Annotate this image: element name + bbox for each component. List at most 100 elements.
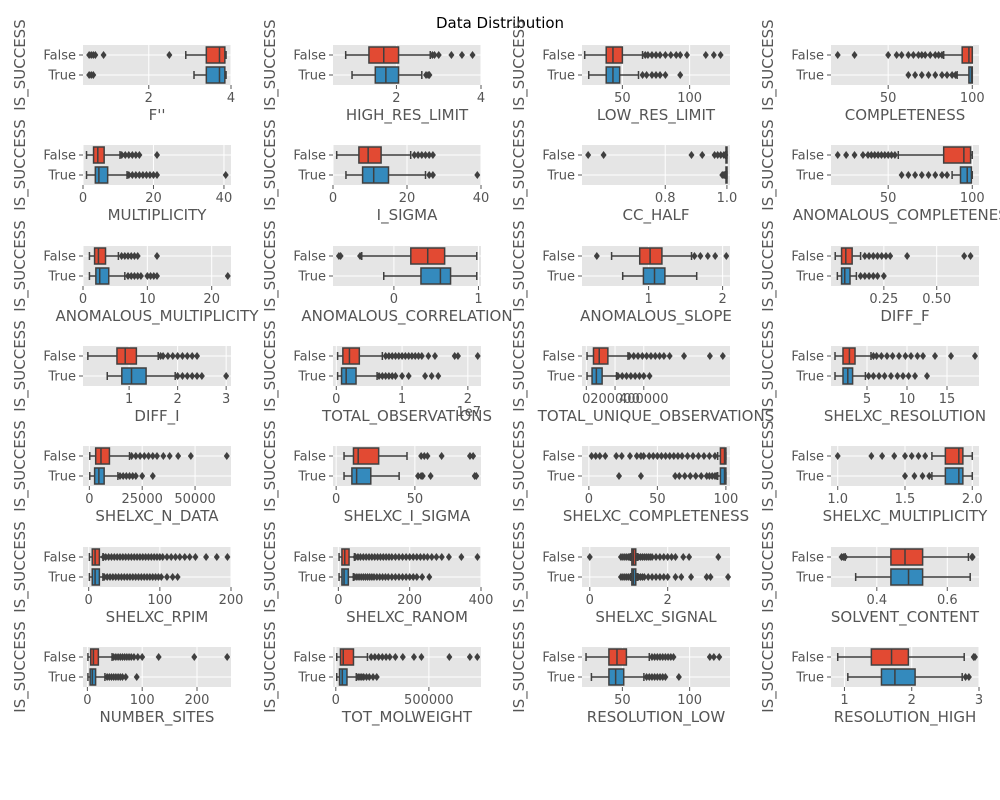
outlier-point [874, 272, 881, 280]
iqr-box [420, 267, 452, 285]
outlier-point [388, 553, 395, 561]
outlier-point [939, 171, 945, 179]
outlier-point [721, 171, 728, 179]
outlier-point [174, 372, 181, 380]
x-tick-label: 40 [473, 191, 490, 206]
outlier-point [925, 71, 932, 79]
x-axis-label: TOTAL_OBSERVATIONS [321, 407, 492, 426]
outlier-point [132, 452, 139, 460]
outlier-point [882, 252, 889, 260]
box-false [834, 447, 974, 465]
outlier-point [952, 71, 959, 79]
outlier-point [664, 553, 671, 561]
outlier-point [681, 472, 688, 480]
outlier-point [949, 71, 956, 79]
outlier-point [674, 452, 681, 460]
outlier-point [692, 472, 699, 480]
outlier-point [866, 272, 873, 280]
outlier-point [702, 51, 709, 59]
box-true [590, 668, 682, 686]
outlier-point [166, 452, 173, 460]
outlier-point [419, 472, 426, 480]
outlier-point [857, 272, 864, 280]
outlier-point [375, 653, 382, 661]
y-axis-label: IS_SUCCESS [510, 621, 529, 712]
x-tick-label: 200000 [590, 392, 640, 407]
outlier-point [147, 272, 154, 280]
x-tick-label: 2 [464, 392, 472, 407]
box-true [847, 668, 972, 686]
iqr-box [116, 347, 138, 365]
outlier-point [174, 573, 181, 581]
box-true [905, 66, 974, 84]
iqr-box [89, 648, 100, 666]
outlier-point [707, 573, 714, 581]
y-axis-label: IS_SUCCESS [261, 420, 280, 511]
outlier-point [144, 272, 151, 280]
outlier-point [415, 352, 422, 360]
box-true [88, 267, 231, 285]
outlier-point [186, 553, 193, 561]
outlier-point [379, 372, 386, 380]
outlier-point [625, 573, 632, 581]
x-tick-label: 4 [477, 91, 485, 106]
x-tick-label: 100 [713, 492, 738, 507]
outlier-point [602, 452, 609, 460]
outlier-point [382, 352, 389, 360]
outlier-point [900, 372, 906, 380]
outlier-point [427, 472, 434, 480]
outlier-point [222, 171, 229, 179]
outlier-point [715, 553, 722, 561]
iqr-box [880, 668, 916, 686]
outlier-point [639, 352, 646, 360]
outlier-point [706, 452, 713, 460]
x-tick-label: 100 [130, 693, 155, 708]
outlier-point [843, 151, 850, 159]
outlier-point [184, 372, 191, 380]
outlier-point [143, 171, 150, 179]
iqr-box [338, 668, 348, 686]
outlier-point [418, 653, 425, 661]
outlier-point [666, 452, 673, 460]
y-axis-label: IS_SUCCESS [261, 119, 280, 210]
outlier-point [875, 151, 882, 159]
outlier-point [596, 452, 603, 460]
outlier-point [168, 553, 175, 561]
x-axis-label: NUMBER_SITES [100, 708, 215, 727]
outlier-point [426, 171, 433, 179]
outlier-point [399, 573, 406, 581]
outlier-point [667, 51, 674, 59]
x-tick-label: 100 [960, 191, 985, 206]
outlier-point [445, 553, 452, 561]
outlier-point [417, 553, 424, 561]
outlier-point [944, 71, 951, 79]
outlier-point [125, 252, 132, 260]
y-tick-label: True [297, 270, 326, 285]
y-axis-label: IS_SUCCESS [759, 220, 778, 311]
x-tick-label: 100 [677, 693, 702, 708]
outlier-point [174, 352, 181, 360]
outlier-point [640, 372, 647, 380]
y-tick-label: True [795, 370, 824, 385]
outlier-point [710, 51, 717, 59]
y-tick-label: True [795, 169, 824, 184]
x-tick-label: 100 [147, 593, 172, 608]
x-tick-label: 200 [219, 593, 244, 608]
y-tick-label: True [546, 270, 575, 285]
y-tick-label: False [791, 49, 824, 64]
outlier-point [662, 673, 669, 681]
x-axis-label: SHELXC_COMPLETENESS [563, 507, 749, 526]
y-axis-label: IS_SUCCESS [11, 621, 30, 712]
outlier-point [474, 653, 481, 661]
y-tick-label: False [542, 450, 575, 465]
outlier-point [672, 573, 679, 581]
box-true [587, 66, 684, 84]
x-tick-label: 0 [334, 593, 342, 608]
x-tick-label: 0 [586, 593, 594, 608]
iqr-box [121, 367, 147, 385]
outlier-point [676, 472, 683, 480]
outlier-point [644, 51, 651, 59]
